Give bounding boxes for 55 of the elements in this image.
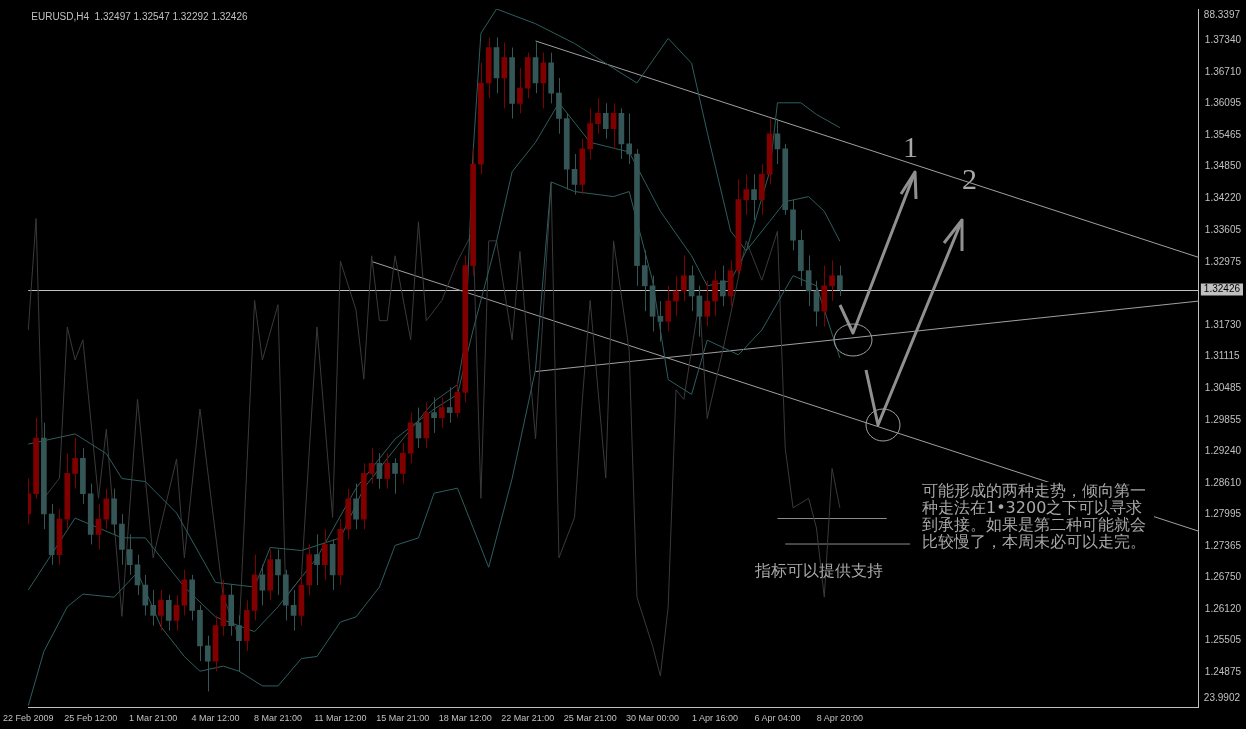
x-tick-label: 4 Mar 12:00 (191, 713, 240, 724)
candlestick (446, 386, 453, 424)
candlestick (345, 488, 352, 540)
y-tick-label: 1.36710 (1204, 66, 1242, 78)
y-tick-label: 1.27995 (1204, 508, 1242, 520)
candlestick (87, 483, 94, 545)
y2-tick-label: 88.3397 (1203, 8, 1241, 20)
y-tick-label: 1.35465 (1204, 129, 1242, 141)
x-tick-label: 25 Feb 12:00 (64, 713, 118, 724)
candlestick (829, 259, 835, 302)
x-tick-label: 1 Apr 16:00 (691, 713, 739, 724)
x-tick-label: 22 Mar 21:00 (501, 713, 555, 724)
x-tick-label: 6 Apr 04:00 (754, 713, 801, 724)
y-tick-label: 1.28610 (1204, 476, 1242, 488)
y-tick-label: 1.33605 (1204, 223, 1242, 235)
candlestick (509, 47, 515, 120)
candlestick (150, 589, 156, 627)
candlestick (751, 173, 757, 221)
y-tick-label: 1.37340 (1204, 34, 1242, 46)
candlestick (439, 396, 445, 429)
y-tick-label: 1.34850 (1204, 160, 1242, 172)
y-tick-label: 1.29855 (1204, 413, 1242, 425)
y-tick-label: 1.36095 (1204, 97, 1242, 109)
ref-line-label: 1.32426 (1203, 283, 1241, 295)
x-tick-label: 15 Mar 21:00 (376, 713, 430, 724)
candlestick (790, 199, 796, 251)
x-tick-label: 8 Mar 21:00 (253, 713, 303, 724)
x-tick-label: 11 Mar 12:00 (314, 713, 367, 724)
chart-title: EURUSD,H4 1.32497 1.32547 1.32292 1.32426 (31, 10, 248, 22)
x-tick-label: 25 Mar 21:00 (563, 713, 617, 724)
y-tick-label: 1.31115 (1204, 349, 1240, 361)
annotation: 可能形成的两种走势，倾向第一种走法在1•3200之下可以寻求到承接。如果是第二种可能就会比较慢了，本周未必可以走完。 (922, 481, 1154, 551)
y-tick-label: 1.25505 (1204, 634, 1242, 646)
candlestick (743, 173, 750, 216)
y2-tick-label: 23.9902 (1203, 692, 1241, 704)
y-tick-label: 1.24875 (1204, 666, 1242, 678)
candlestick (595, 97, 601, 135)
x-tick-label: 18 Mar 12:00 (438, 713, 492, 724)
y-tick-label: 1.26750 (1204, 571, 1242, 583)
candlestick (837, 265, 843, 297)
annotation: 1 (903, 130, 919, 163)
candlestick (392, 457, 398, 495)
y-tick-label: 1.31730 (1204, 318, 1242, 330)
x-tick-label: 1 Mar 21:00 (129, 713, 178, 724)
x-tick-label: 8 Apr 20:00 (816, 713, 863, 724)
y-tick-label: 1.32975 (1204, 255, 1242, 267)
x-tick-label: 30 Mar 00:00 (626, 713, 680, 724)
y-tick-label: 1.30485 (1204, 381, 1242, 393)
y-tick-label: 1.34220 (1204, 192, 1242, 204)
y-tick-label: 1.27365 (1204, 539, 1242, 551)
candlestick (431, 396, 437, 434)
annotation: 指标可以提供支持 (755, 561, 884, 580)
x-tick-label: 22 Feb 2009 (3, 713, 54, 724)
y-tick-label: 1.29240 (1204, 444, 1242, 456)
y-tick-label: 1.26120 (1204, 603, 1242, 615)
